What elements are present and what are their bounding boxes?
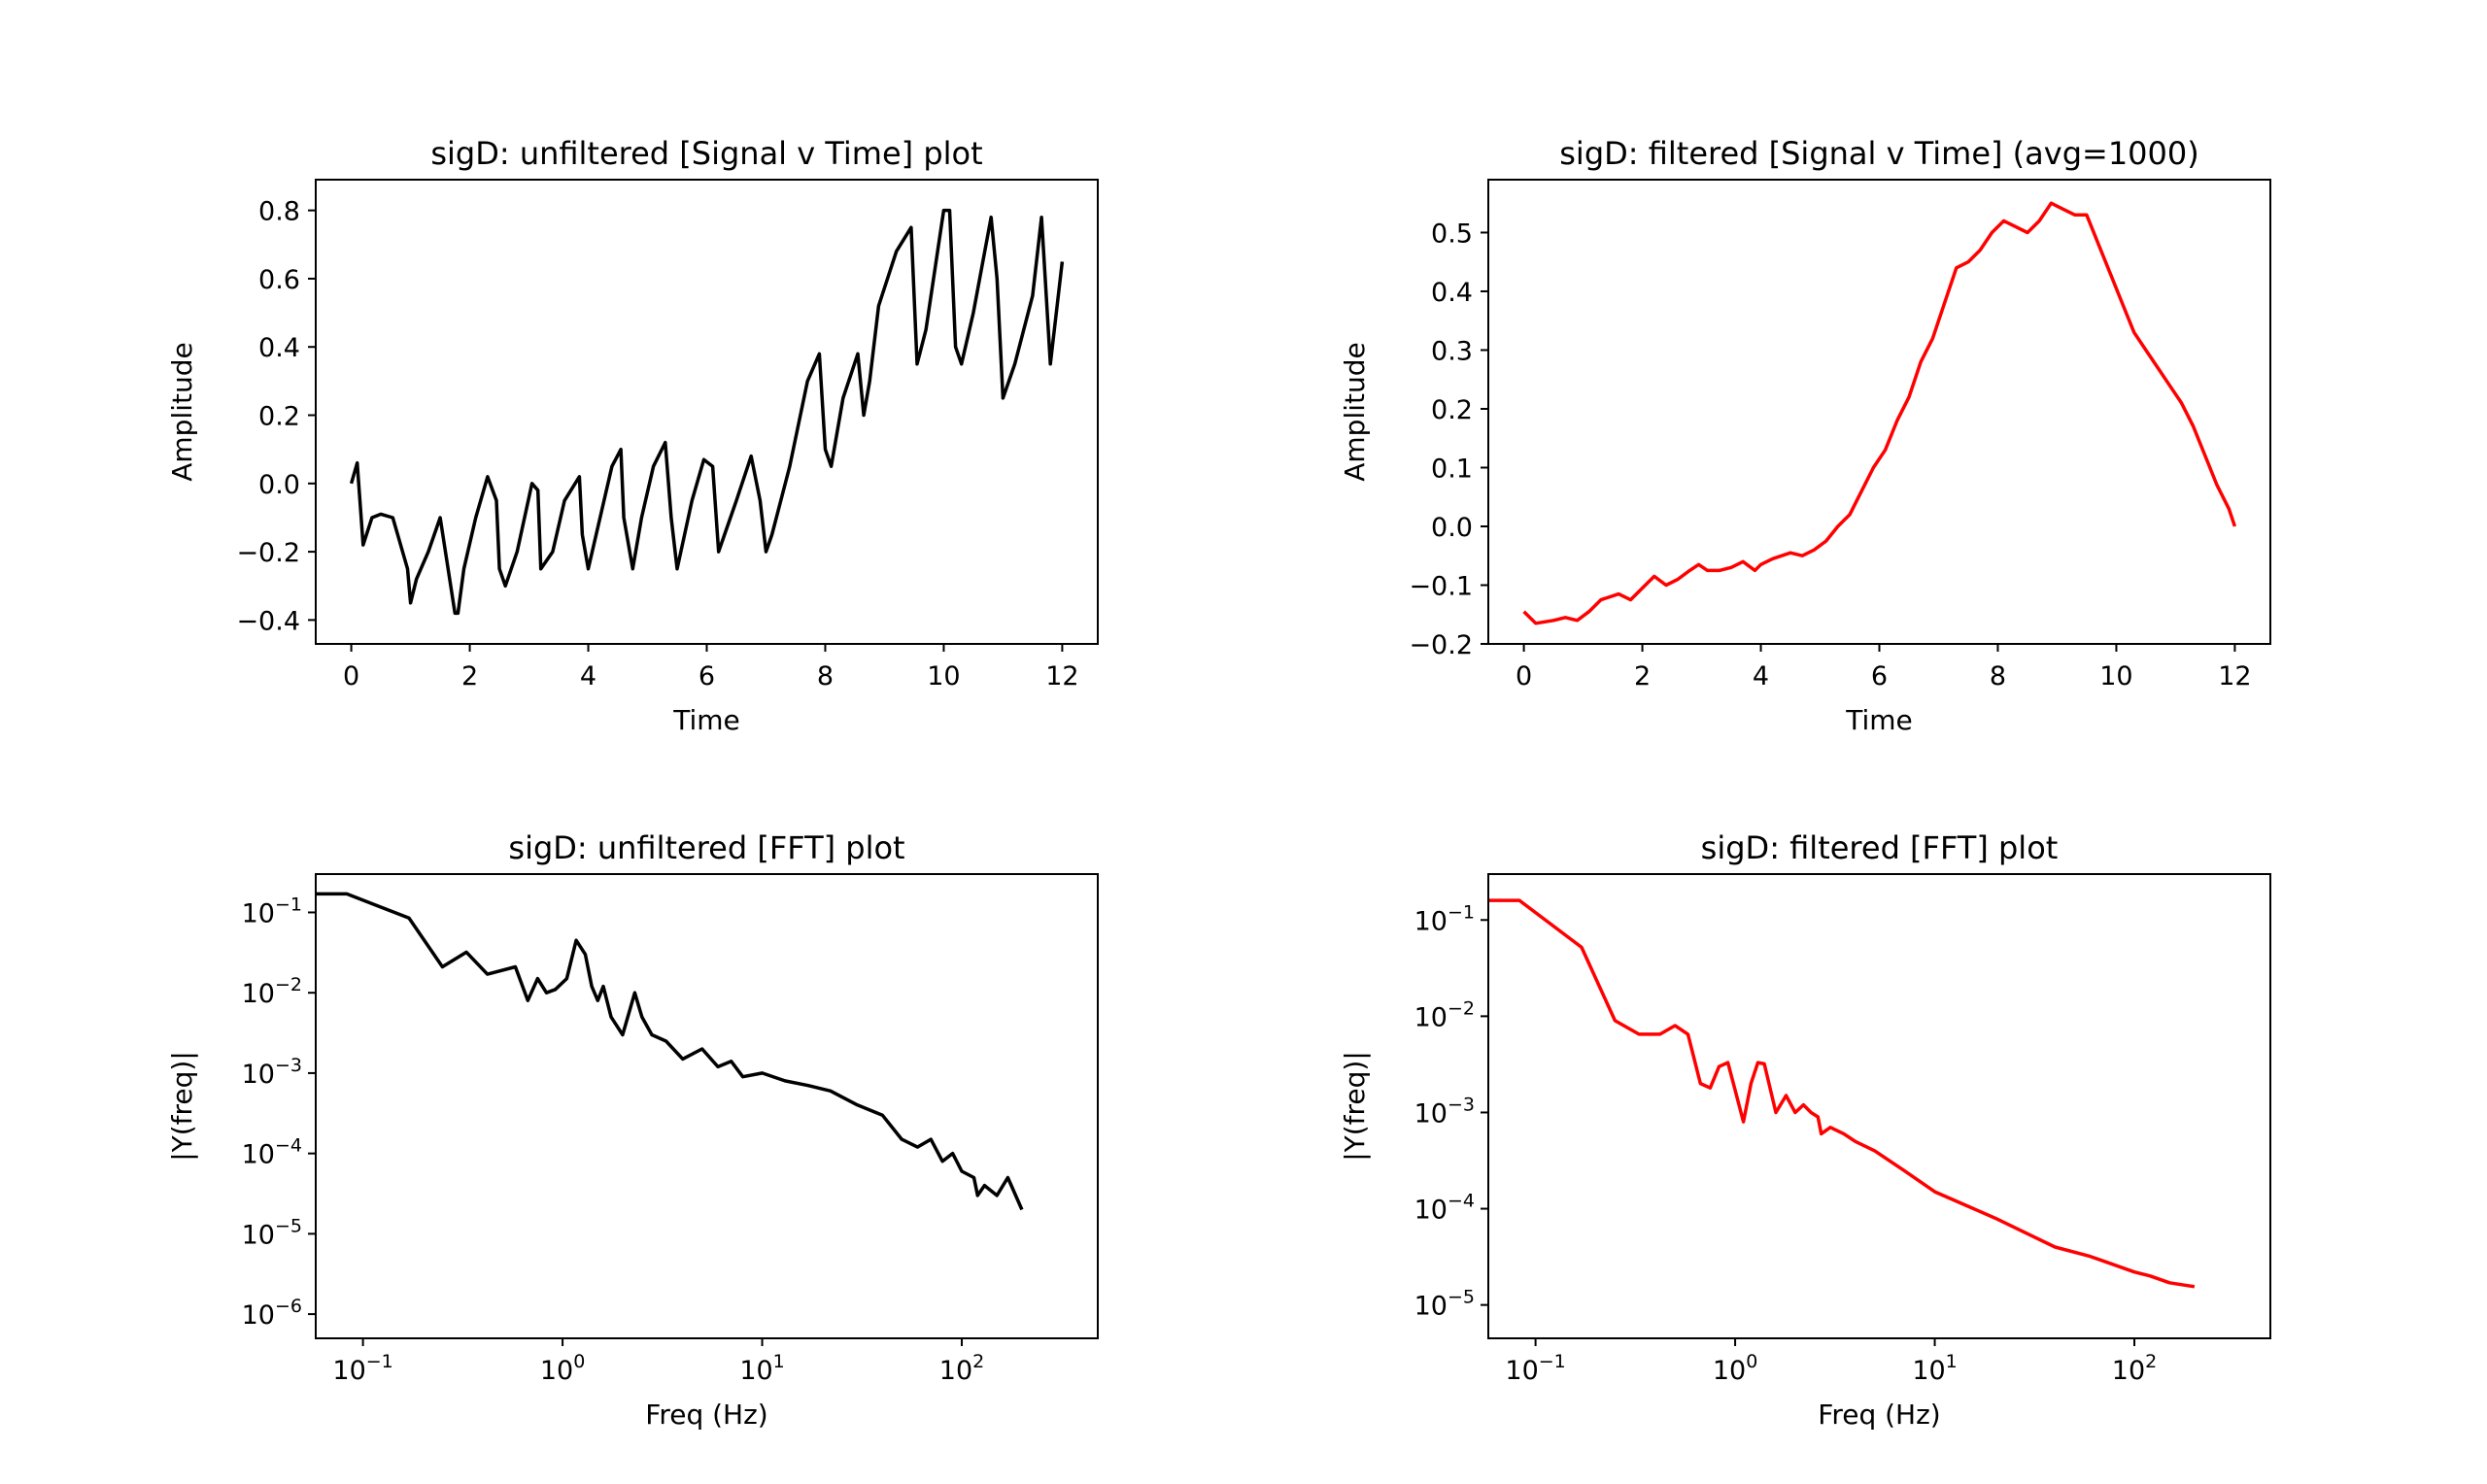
unfiltered-fft-x-tick-label: 100 bbox=[540, 1351, 585, 1386]
unfiltered-signal-y-tick-label: −0.4 bbox=[236, 606, 300, 636]
filtered-signal-y-tick-label: 0.1 bbox=[1431, 454, 1473, 484]
filtered-fft-y-tick-label: 10−4 bbox=[1414, 1191, 1475, 1226]
unfiltered-fft-title: sigD: unfiltered [FFT] plot bbox=[508, 829, 904, 866]
filtered-signal-x-tick-label: 2 bbox=[1634, 661, 1651, 691]
unfiltered-fft-y-tick-label: 10−5 bbox=[242, 1215, 302, 1250]
unfiltered-fft-x-axis-label: Freq (Hz) bbox=[645, 1399, 767, 1431]
unfiltered-signal-x-tick-label: 6 bbox=[698, 661, 715, 691]
filtered-fft-title: sigD: filtered [FFT] plot bbox=[1701, 829, 2059, 866]
fft-unfiltered-panel: 10−1 100 101 102 10−6 10−5 10−4 10−3 10−2 10−1 sig… bbox=[166, 829, 1099, 1431]
fft-filtered-panel: 10−1 100 101 102 10−5 10−4 10−3 10−2 10−1 sigD: f… bbox=[1339, 829, 2271, 1431]
unfiltered-fft-y-tick-label: 10−6 bbox=[242, 1296, 302, 1331]
filtered-fft-axes-frame bbox=[1487, 873, 2271, 1339]
filtered-fft-x-tick-label: 10−1 bbox=[1505, 1351, 1565, 1386]
filtered-signal-x-tick-label: 10 bbox=[2099, 661, 2132, 691]
filtered-fft-y-tick-label: 10−2 bbox=[1414, 997, 1475, 1032]
filtered-signal-y-tick-label: 0.0 bbox=[1431, 513, 1473, 543]
unfiltered-signal-y-tick-label: 0.0 bbox=[258, 470, 300, 500]
unfiltered-signal-x-tick-label: 10 bbox=[927, 661, 960, 691]
filtered-fft-x-tick-label: 101 bbox=[1912, 1351, 1957, 1386]
unfiltered-signal-x-tick-label: 12 bbox=[1045, 661, 1078, 691]
filtered-signal-series-line bbox=[1522, 201, 2237, 625]
filtered-signal-y-tick-label: 0.4 bbox=[1431, 278, 1473, 308]
unfiltered-signal-x-tick-label: 2 bbox=[461, 661, 478, 691]
unfiltered-signal-title: sigD: unfiltered [Signal v Time] plot bbox=[430, 135, 982, 172]
unfiltered-signal-series-line bbox=[349, 208, 1065, 616]
unfiltered-signal-x-tick-label: 4 bbox=[580, 661, 596, 691]
unfiltered-fft-y-axis-label: |Y(freq)| bbox=[166, 1051, 198, 1162]
filtered-signal-y-tick-label: −0.2 bbox=[1409, 630, 1473, 660]
filtered-fft-y-tick-label: 10−5 bbox=[1414, 1287, 1475, 1322]
unfiltered-signal-y-tick-label: 0.6 bbox=[258, 265, 300, 295]
filtered-signal-x-axis-label: Time bbox=[1845, 704, 1913, 736]
unfiltered-signal-x-tick-label: 8 bbox=[817, 661, 834, 691]
filtered-fft-x-tick-label: 102 bbox=[2112, 1351, 2157, 1386]
filtered-signal-y-tick-label: 0.3 bbox=[1431, 336, 1473, 366]
unfiltered-fft-y-tick-label: 10−4 bbox=[242, 1135, 302, 1170]
filtered-signal-y-tick-label: 0.2 bbox=[1431, 395, 1473, 425]
unfiltered-signal-y-tick-label: −0.2 bbox=[236, 538, 300, 568]
unfiltered-fft-x-tick-label: 101 bbox=[739, 1351, 784, 1386]
unfiltered-fft-y-tick-label: 10−2 bbox=[242, 974, 302, 1009]
unfiltered-fft-y-tick-label: 10−1 bbox=[242, 894, 302, 928]
unfiltered-fft-x-tick-label: 102 bbox=[939, 1351, 984, 1386]
filtered-fft-series-line bbox=[1488, 898, 2196, 1289]
unfiltered-signal-y-tick-label: 0.8 bbox=[258, 197, 300, 227]
filtered-signal-x-tick-label: 8 bbox=[1990, 661, 2006, 691]
filtered-signal-x-tick-label: 6 bbox=[1871, 661, 1888, 691]
filtered-fft-x-tick-label: 100 bbox=[1713, 1351, 1757, 1386]
unfiltered-signal-y-tick-label: 0.4 bbox=[258, 333, 300, 363]
unfiltered-signal-y-axis-label: Amplitude bbox=[166, 342, 198, 482]
time-domain-unfiltered-panel: 0 2 4 6 8 10 12 −0.4 −0.2 0.0 0.2 0.4 0.6 0.8 sigD: un… bbox=[166, 135, 1099, 736]
unfiltered-fft-y-tick-label: 10−3 bbox=[242, 1055, 302, 1090]
filtered-fft-y-tick-label: 10−1 bbox=[1414, 901, 1475, 936]
time-domain-filtered-panel: 0 2 4 6 8 10 12 −0.2 −0.1 0.0 0.1 0.2 0.3 0.4 0.5 sigD:… bbox=[1339, 135, 2271, 736]
filtered-fft-y-tick-label: 10−3 bbox=[1414, 1094, 1475, 1129]
filtered-signal-x-tick-label: 4 bbox=[1753, 661, 1769, 691]
filtered-signal-y-tick-label: −0.1 bbox=[1409, 571, 1473, 601]
filtered-fft-y-axis-label: |Y(freq)| bbox=[1339, 1051, 1371, 1162]
unfiltered-signal-x-axis-label: Time bbox=[672, 704, 740, 736]
unfiltered-signal-axes-frame bbox=[315, 179, 1099, 645]
unfiltered-fft-x-tick-label: 10−1 bbox=[332, 1351, 392, 1386]
unfiltered-fft-axes-frame bbox=[315, 873, 1099, 1339]
filtered-signal-y-axis-label: Amplitude bbox=[1339, 342, 1371, 482]
filtered-signal-y-tick-label: 0.5 bbox=[1431, 219, 1473, 249]
filtered-fft-x-axis-label: Freq (Hz) bbox=[1818, 1399, 1940, 1431]
unfiltered-fft-series-line bbox=[316, 892, 1024, 1211]
unfiltered-signal-y-tick-label: 0.2 bbox=[258, 402, 300, 432]
filtered-signal-x-tick-label: 12 bbox=[2218, 661, 2251, 691]
filtered-signal-x-tick-label: 0 bbox=[1516, 661, 1532, 691]
filtered-signal-axes-frame bbox=[1487, 179, 2271, 645]
unfiltered-signal-x-tick-label: 0 bbox=[343, 661, 359, 691]
filtered-signal-title: sigD: filtered [Signal v Time] (avg=1000… bbox=[1559, 135, 2198, 172]
